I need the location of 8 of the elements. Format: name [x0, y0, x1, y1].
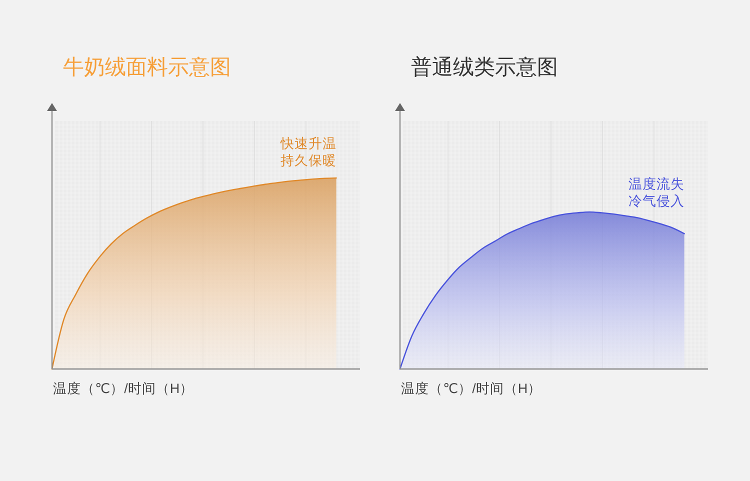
text: 冷气侵入 [628, 194, 684, 209]
chart-title: 牛奶绒面料示意图 [63, 56, 231, 79]
x-axis-title: 温度（℃）/时间（H） [401, 381, 542, 396]
chart-title: 普通绒类示意图 [411, 55, 558, 79]
x-axis-title: 温度（℃）/时间（H） [53, 381, 194, 396]
text: 快速升温 [279, 136, 336, 151]
text: 持久保暖 [280, 153, 336, 168]
text: 温度流失 [628, 176, 684, 192]
